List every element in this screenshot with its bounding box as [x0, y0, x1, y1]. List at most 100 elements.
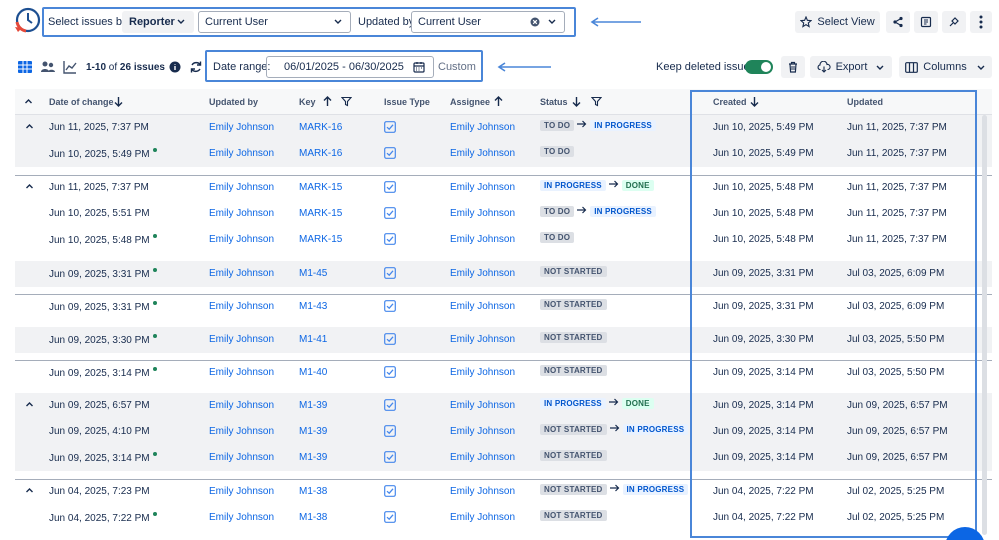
- updated-by-link[interactable]: Emily Johnson: [209, 400, 275, 411]
- users-view-icon[interactable]: [40, 59, 56, 75]
- assignee-link[interactable]: Emily Johnson: [450, 148, 516, 159]
- table-row[interactable]: Jun 10, 2025, 5:51 PM Emily Johnson MARK-1…: [15, 201, 992, 227]
- share-button[interactable]: [886, 11, 910, 33]
- column-header-status[interactable]: Status: [540, 97, 568, 107]
- table-row[interactable]: Jun 09, 2025, 3:31 PM Emily Johnson M1-43 E…: [15, 294, 992, 320]
- filter-icon[interactable]: [341, 96, 352, 107]
- updated-by-link[interactable]: Emily Johnson: [209, 182, 275, 193]
- updated-by-link[interactable]: Emily Johnson: [209, 148, 275, 159]
- sort-up-icon[interactable]: [322, 96, 333, 107]
- collapse-group-icon[interactable]: [25, 122, 34, 131]
- assignee-link[interactable]: Emily Johnson: [450, 512, 516, 523]
- columns-button[interactable]: Columns: [899, 56, 992, 78]
- issue-key-link[interactable]: MARK-16: [299, 148, 343, 159]
- assignee-link[interactable]: Emily Johnson: [450, 182, 516, 193]
- issue-key-link[interactable]: M1-39: [299, 452, 328, 463]
- issue-key-link[interactable]: M1-43: [299, 301, 328, 312]
- column-header-updated-by[interactable]: Updated by: [209, 97, 259, 107]
- feedback-button[interactable]: [942, 11, 966, 33]
- sort-down-icon[interactable]: [113, 96, 124, 107]
- sort-down-icon[interactable]: [749, 96, 760, 107]
- assignee-link[interactable]: Emily Johnson: [450, 334, 516, 345]
- select-view-button[interactable]: Select View: [795, 11, 880, 33]
- issue-key-link[interactable]: M1-38: [299, 486, 328, 497]
- updated-by-link[interactable]: Emily Johnson: [209, 234, 275, 245]
- table-row[interactable]: Jun 09, 2025, 3:14 PM Emily Johnson M1-40 E…: [15, 360, 992, 386]
- updated-by-link[interactable]: Emily Johnson: [209, 208, 275, 219]
- table-row[interactable]: Jun 11, 2025, 7:37 PM Emily Johnson MARK-1…: [15, 115, 992, 141]
- table-row[interactable]: Jun 09, 2025, 3:31 PM Emily Johnson M1-45 E…: [15, 261, 992, 287]
- issue-key-link[interactable]: M1-39: [299, 426, 328, 437]
- issue-key-link[interactable]: M1-39: [299, 400, 328, 411]
- collapse-group-icon[interactable]: [25, 182, 34, 191]
- column-header-created[interactable]: Created: [713, 97, 747, 107]
- issue-key-link[interactable]: MARK-15: [299, 234, 343, 245]
- more-options-button[interactable]: [970, 11, 992, 33]
- table-row[interactable]: Jun 10, 2025, 5:48 PM Emily Johnson MARK-1…: [15, 227, 992, 253]
- column-header-assignee[interactable]: Assignee: [450, 97, 491, 107]
- filter-icon[interactable]: [591, 96, 602, 107]
- updated-by-link[interactable]: Emily Johnson: [209, 426, 275, 437]
- updated-by-link[interactable]: Emily Johnson: [209, 367, 275, 378]
- date-of-change-cell: Jun 09, 2025, 3:30 PM: [49, 334, 157, 346]
- column-header-updated[interactable]: Updated: [847, 97, 883, 107]
- assignee-link[interactable]: Emily Johnson: [450, 234, 516, 245]
- user-select[interactable]: Current User: [198, 11, 351, 33]
- table-row[interactable]: Jun 10, 2025, 5:49 PM Emily Johnson MARK-1…: [15, 141, 992, 167]
- table-row[interactable]: Jun 04, 2025, 7:22 PM Emily Johnson M1-38 E…: [15, 505, 992, 531]
- keep-deleted-toggle[interactable]: [745, 60, 773, 74]
- table-scrollbar[interactable]: [982, 115, 987, 535]
- assignee-link[interactable]: Emily Johnson: [450, 452, 516, 463]
- issue-key-link[interactable]: M1-40: [299, 367, 328, 378]
- column-header-key[interactable]: Key: [299, 97, 316, 107]
- export-doc-button[interactable]: [914, 11, 938, 33]
- updated-by-select[interactable]: Current User: [411, 11, 565, 33]
- export-button[interactable]: Export: [810, 56, 892, 78]
- table-row[interactable]: Jun 09, 2025, 3:14 PM Emily Johnson M1-39 E…: [15, 445, 992, 471]
- collapse-all-icon[interactable]: [24, 97, 33, 106]
- updated-by-link[interactable]: Emily Johnson: [209, 486, 275, 497]
- collapse-group-icon[interactable]: [25, 486, 34, 495]
- calendar-icon[interactable]: [413, 61, 425, 73]
- date-preset-label[interactable]: Custom: [438, 61, 476, 73]
- column-header-issue-type[interactable]: Issue Type: [384, 97, 430, 107]
- assignee-link[interactable]: Emily Johnson: [450, 400, 516, 411]
- updated-by-link[interactable]: Emily Johnson: [209, 334, 275, 345]
- updated-by-link[interactable]: Emily Johnson: [209, 122, 275, 133]
- chart-view-icon[interactable]: [62, 59, 78, 75]
- issues-by-select[interactable]: Reporter: [122, 11, 194, 33]
- assignee-link[interactable]: Emily Johnson: [450, 486, 516, 497]
- table-row[interactable]: Jun 09, 2025, 4:10 PM Emily Johnson M1-39 E…: [15, 419, 992, 445]
- info-icon[interactable]: [169, 61, 181, 73]
- updated-by-link[interactable]: Emily Johnson: [209, 268, 275, 279]
- assignee-link[interactable]: Emily Johnson: [450, 301, 516, 312]
- assignee-link[interactable]: Emily Johnson: [450, 122, 516, 133]
- sort-down-icon[interactable]: [571, 96, 582, 107]
- updated-by-link[interactable]: Emily Johnson: [209, 452, 275, 463]
- issue-key-link[interactable]: M1-41: [299, 334, 328, 345]
- table-row[interactable]: Jun 04, 2025, 7:23 PM Emily Johnson M1-38 E…: [15, 479, 992, 505]
- column-header-date-of-change[interactable]: Date of change: [49, 97, 114, 107]
- help-fab-button[interactable]: [945, 527, 985, 540]
- refresh-icon[interactable]: [189, 60, 203, 74]
- table-row[interactable]: Jun 09, 2025, 3:30 PM Emily Johnson M1-41 E…: [15, 327, 992, 353]
- assignee-link[interactable]: Emily Johnson: [450, 367, 516, 378]
- issue-key-link[interactable]: MARK-15: [299, 208, 343, 219]
- issue-key-link[interactable]: M1-38: [299, 512, 328, 523]
- issue-key-link[interactable]: MARK-16: [299, 122, 343, 133]
- date-range-input[interactable]: 06/01/2025 - 06/30/2025: [266, 56, 434, 78]
- issue-key-link[interactable]: M1-45: [299, 268, 328, 279]
- assignee-link[interactable]: Emily Johnson: [450, 208, 516, 219]
- sort-up-icon[interactable]: [493, 96, 504, 107]
- assignee-link[interactable]: Emily Johnson: [450, 268, 516, 279]
- table-row[interactable]: Jun 09, 2025, 6:57 PM Emily Johnson M1-39 E…: [15, 393, 992, 419]
- table-row[interactable]: Jun 11, 2025, 7:37 PM Emily Johnson MARK-1…: [15, 175, 992, 201]
- issue-key-link[interactable]: MARK-15: [299, 182, 343, 193]
- collapse-group-icon[interactable]: [25, 400, 34, 409]
- delete-button[interactable]: [781, 56, 805, 78]
- clear-icon[interactable]: [530, 17, 540, 27]
- updated-by-link[interactable]: Emily Johnson: [209, 301, 275, 312]
- assignee-link[interactable]: Emily Johnson: [450, 426, 516, 437]
- grid-view-icon[interactable]: [17, 59, 33, 75]
- updated-by-link[interactable]: Emily Johnson: [209, 512, 275, 523]
